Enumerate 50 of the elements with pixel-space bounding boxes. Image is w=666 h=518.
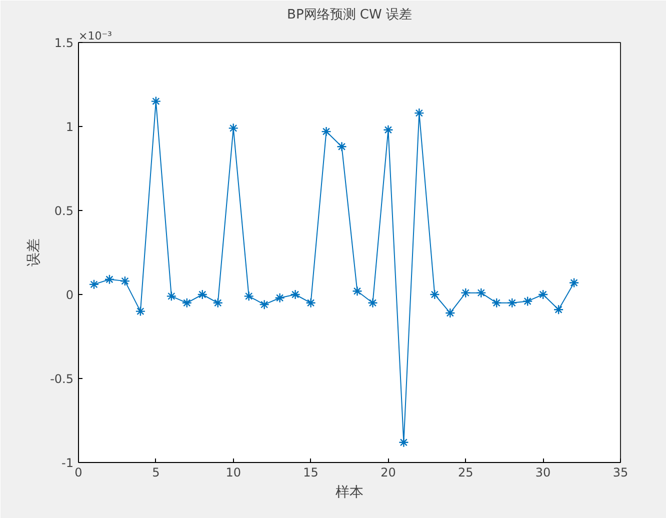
point: [414, 108, 424, 118]
point: [150, 96, 162, 106]
x-tick-label: 35: [612, 466, 628, 480]
point: [460, 288, 471, 298]
x-tick-label: 5: [152, 466, 160, 480]
point: [368, 298, 378, 308]
y-tick-label: 1.5: [54, 36, 74, 50]
point: [445, 308, 456, 318]
y-tick-label: 0: [66, 288, 74, 302]
point: [182, 298, 192, 308]
annotation: ×10⁻³: [78, 30, 112, 42]
point: [197, 289, 208, 300]
point: [522, 296, 533, 306]
point: [212, 298, 223, 308]
point: [476, 288, 486, 298]
point: [120, 276, 130, 286]
point: [166, 291, 177, 302]
point: [383, 124, 394, 135]
x-tick-label: 20: [380, 466, 396, 480]
x-tick-label: 30: [535, 466, 551, 480]
point: [244, 291, 254, 302]
point: [88, 279, 100, 290]
point: [507, 298, 518, 308]
point: [321, 126, 332, 137]
point: [492, 298, 502, 308]
x-tick-label: 15: [303, 466, 318, 480]
y-tick-label: 1: [66, 120, 74, 134]
y-tick-label: 0.5: [54, 204, 74, 218]
x-tick-label: 25: [458, 466, 474, 480]
x-tick-label: 0: [74, 466, 82, 480]
point: [290, 289, 300, 300]
point: [538, 289, 548, 300]
point: [430, 289, 440, 300]
chart-title: BP网络预测 CW 误差: [287, 8, 412, 22]
point: [553, 304, 564, 315]
point: [352, 286, 362, 296]
point: [398, 437, 409, 448]
point: [306, 298, 316, 308]
y-tick-label: -1: [62, 456, 74, 470]
point: [135, 306, 146, 316]
x-tick-label: 10: [226, 466, 242, 480]
point: [568, 278, 580, 288]
point: [274, 292, 285, 303]
point: [259, 299, 270, 310]
y-tick-label: -0.5: [50, 372, 74, 386]
y-axis-title: 误差: [26, 238, 42, 266]
point: [228, 123, 238, 134]
point: [104, 274, 115, 284]
x-axis-title: 样本: [336, 484, 364, 500]
point: [336, 142, 347, 152]
